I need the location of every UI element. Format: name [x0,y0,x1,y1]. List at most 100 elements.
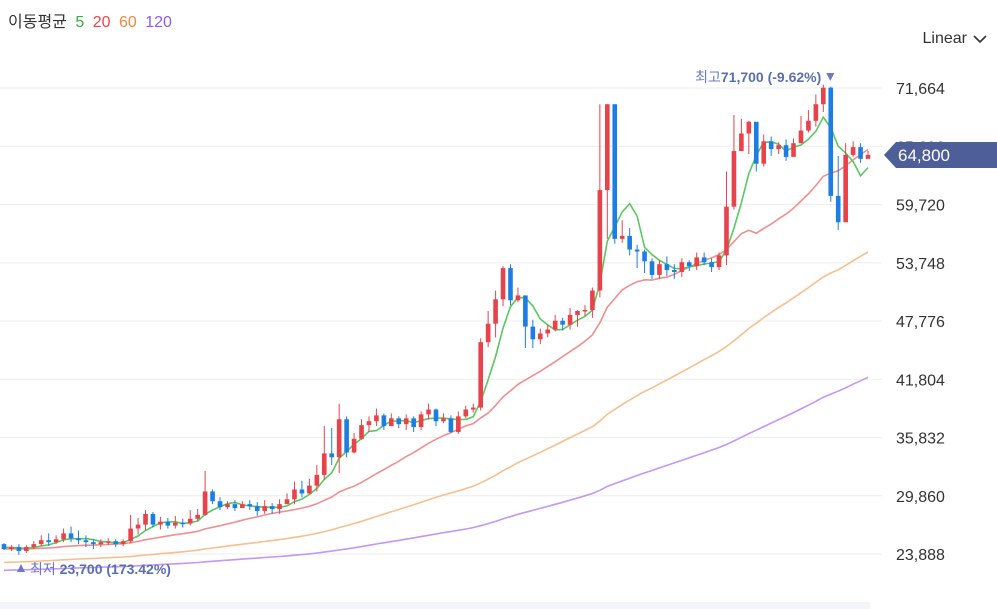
scale-label: Linear [922,30,967,47]
candle-up [731,151,737,207]
candle-up [366,421,372,426]
high-annotation: 최고71,700 (-9.62%) [695,69,821,85]
ma20-line [3,148,869,550]
candle-down [768,141,774,150]
legend-ma5[interactable]: 5 [75,14,85,31]
candle-down [686,262,692,267]
candle-down [210,491,215,502]
candle-up [173,522,178,526]
candle-down [76,538,81,541]
legend-title: 이동평균 [8,14,67,31]
candle-up [575,311,580,315]
candle-up [418,414,424,428]
candle-up [143,513,148,525]
candle-up [374,415,379,422]
candle-up [463,409,469,417]
current-price-tag [884,141,997,168]
candle-up [545,329,551,334]
candle-up [284,499,290,505]
candle-down [858,147,863,159]
candle-up [24,547,29,551]
candle-down [396,418,402,425]
candle-up [791,143,796,157]
scale-dropdown[interactable]: Linear [923,30,987,48]
candle-up [761,141,767,164]
candle-down [46,540,51,543]
candle-up [321,453,327,475]
candle-down [642,251,647,262]
candle-up [307,485,312,494]
candle-up [470,407,476,410]
candle-up [456,416,461,432]
candle-up [187,518,193,524]
candle-up [9,547,14,550]
low-annotation: 최저 23,700 (173.42%) [30,561,171,577]
candle-down [448,418,454,432]
chevron-down-icon [973,35,987,44]
candle-down [1,544,7,550]
candle-down [828,87,834,196]
candle-down [523,295,528,327]
candle-up [202,491,208,515]
candle-down [664,264,670,271]
candle-down [217,501,223,508]
candle-down [381,415,387,427]
candle-up [128,528,133,542]
candle-down [254,506,260,511]
candle-up [590,290,595,311]
candle-up [500,268,506,300]
candle-down [411,418,416,428]
candle-up [582,310,588,312]
candle-down [701,257,707,263]
legend-ma120[interactable]: 120 [145,14,172,31]
candle-up [53,539,59,543]
candle-down [530,326,536,340]
candle-down [649,261,655,275]
candle-up [724,206,729,256]
candle-down [247,504,253,507]
y-tick-label: 59,720 [896,198,945,215]
legend-ma60[interactable]: 60 [118,14,137,31]
candle-up [806,120,811,131]
candle-down [753,121,759,164]
candle-up [776,145,781,150]
legend-ma20[interactable]: 20 [92,14,111,31]
candle-up [31,544,37,548]
current-price-label: 64,800 [898,146,950,165]
candle-down [560,320,565,325]
candle-up [657,264,662,275]
candle-up [135,524,141,529]
y-tick-label: 53,748 [896,256,945,273]
candle-down [672,270,677,272]
ma60-line [3,251,869,564]
candle-down [329,453,335,458]
candle-up [813,104,819,121]
candle-up [597,190,603,291]
candle-up [240,504,245,509]
candle-down [627,235,632,250]
candle-down [508,268,513,301]
candle-up [195,514,200,519]
candle-up [798,130,804,144]
y-tick-label: 35,832 [896,431,945,448]
candle-up [120,541,126,545]
candle-down [783,145,789,157]
time-axis-strip [0,602,870,609]
candle-up [105,541,111,543]
candle-up [515,295,521,301]
y-tick-label: 47,776 [896,314,945,331]
candle-down [91,542,96,545]
candle-down [68,533,74,539]
candle-up [158,521,163,525]
candle-up [478,342,483,408]
candle-down [269,506,275,510]
ma5-line [4,115,869,549]
candle-up [403,418,409,425]
high-marker-icon [826,73,835,81]
candle-down [150,513,156,525]
candle-up [359,425,364,439]
candle-up [225,504,230,508]
candle-up [537,333,543,340]
candle-up [739,133,744,152]
